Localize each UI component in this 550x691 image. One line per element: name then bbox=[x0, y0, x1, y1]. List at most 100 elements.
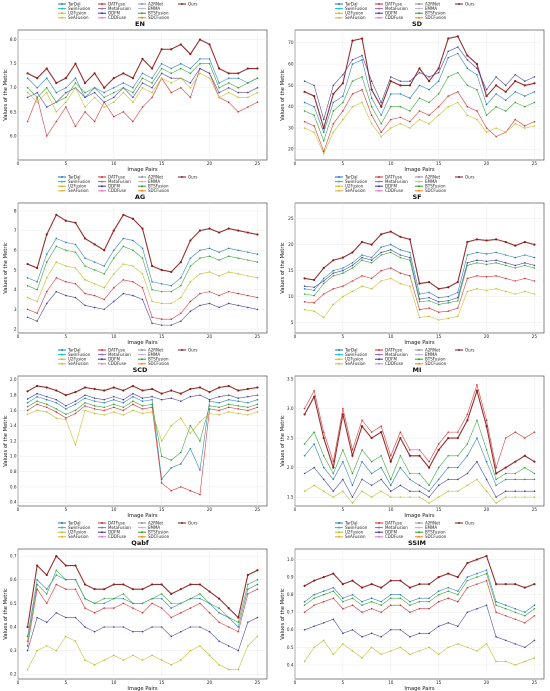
data-point bbox=[380, 280, 382, 282]
data-point bbox=[437, 105, 440, 108]
data-point bbox=[65, 101, 67, 104]
data-point bbox=[199, 273, 201, 275]
data-point bbox=[160, 597, 163, 600]
data-point bbox=[26, 77, 29, 79]
legend-label: DDFM bbox=[385, 530, 397, 535]
data-point bbox=[476, 251, 478, 254]
data-point bbox=[170, 397, 173, 399]
data-point bbox=[55, 574, 58, 576]
data-point bbox=[533, 264, 536, 267]
data-point bbox=[122, 245, 125, 248]
data-point bbox=[74, 267, 77, 269]
y-tick-label: 0.3 bbox=[10, 648, 17, 653]
data-point bbox=[457, 600, 459, 603]
data-point bbox=[122, 597, 125, 600]
data-point bbox=[380, 122, 382, 125]
data-point bbox=[399, 496, 402, 498]
legend-label: TarDal bbox=[67, 174, 81, 179]
data-point bbox=[55, 649, 58, 652]
data-point bbox=[437, 319, 440, 321]
x-tick-label: 20 bbox=[207, 507, 213, 512]
data-point bbox=[208, 58, 211, 60]
data-point bbox=[370, 114, 373, 117]
data-point bbox=[332, 131, 335, 134]
legend-label: Ours bbox=[465, 174, 474, 179]
data-point bbox=[514, 244, 517, 247]
data-point bbox=[26, 645, 29, 647]
data-point bbox=[218, 275, 220, 277]
data-point bbox=[428, 502, 430, 504]
data-point bbox=[380, 233, 383, 236]
data-point bbox=[447, 295, 450, 298]
y-tick-label: 5 bbox=[291, 320, 294, 325]
data-point bbox=[533, 657, 536, 659]
x-tick-label: 20 bbox=[484, 161, 490, 166]
legend-marker bbox=[418, 358, 420, 361]
data-point bbox=[475, 238, 479, 241]
data-point bbox=[26, 409, 29, 412]
legend-label: MetaFusion bbox=[108, 352, 131, 357]
data-point bbox=[389, 127, 392, 129]
y-axis-label: Values of the Metric bbox=[3, 415, 9, 467]
data-point bbox=[247, 645, 249, 647]
data-point bbox=[170, 82, 173, 84]
data-point bbox=[485, 114, 488, 117]
data-point bbox=[332, 84, 335, 87]
data-point bbox=[466, 67, 469, 70]
data-point bbox=[36, 86, 38, 89]
data-point bbox=[247, 621, 249, 624]
data-point bbox=[256, 406, 259, 409]
data-point bbox=[256, 583, 259, 586]
y-tick-label: 2.0 bbox=[10, 377, 17, 382]
data-point bbox=[495, 660, 497, 663]
data-point bbox=[189, 280, 192, 283]
data-point bbox=[428, 460, 430, 463]
data-point bbox=[170, 635, 173, 638]
data-point bbox=[256, 578, 259, 581]
data-point bbox=[360, 425, 364, 428]
data-point bbox=[409, 490, 411, 493]
data-point bbox=[399, 646, 402, 649]
data-point bbox=[380, 251, 382, 254]
data-point bbox=[93, 387, 96, 391]
data-point bbox=[189, 395, 192, 398]
data-point bbox=[485, 260, 488, 263]
data-point bbox=[180, 296, 182, 299]
legend-marker bbox=[458, 522, 460, 524]
legend-marker bbox=[338, 180, 340, 183]
data-point bbox=[332, 92, 335, 96]
data-point bbox=[218, 612, 220, 614]
data-point bbox=[170, 664, 173, 666]
data-point bbox=[93, 243, 96, 246]
data-point bbox=[256, 277, 259, 279]
y-tick-label: 0.5 bbox=[10, 601, 17, 606]
data-point bbox=[533, 120, 536, 123]
x-tick-label: 5 bbox=[65, 334, 68, 339]
legend-marker bbox=[338, 522, 340, 524]
data-point bbox=[457, 52, 459, 55]
data-point bbox=[495, 135, 497, 138]
data-point bbox=[332, 472, 335, 475]
data-point bbox=[389, 243, 392, 246]
data-point bbox=[141, 247, 144, 250]
y-tick-label: 6.5 bbox=[10, 109, 17, 114]
legend-marker bbox=[378, 358, 380, 361]
data-point bbox=[160, 324, 163, 326]
y-tick-label: 20 bbox=[288, 147, 294, 152]
data-point bbox=[36, 266, 39, 270]
data-point bbox=[170, 592, 173, 596]
data-point bbox=[93, 400, 96, 403]
legend-marker bbox=[141, 16, 143, 19]
y-axis-label: Values of the Metric bbox=[3, 588, 9, 640]
x-tick-label: 20 bbox=[207, 161, 213, 166]
data-point bbox=[409, 611, 411, 614]
legend-label: SeAFusion bbox=[345, 534, 366, 539]
data-point bbox=[65, 241, 67, 244]
x-tick-label: 15 bbox=[436, 680, 442, 685]
data-point bbox=[457, 593, 459, 596]
data-point bbox=[55, 101, 58, 104]
legend-label: Ours bbox=[188, 174, 197, 179]
data-point bbox=[370, 122, 373, 125]
data-point bbox=[218, 409, 220, 412]
data-point bbox=[256, 308, 259, 311]
